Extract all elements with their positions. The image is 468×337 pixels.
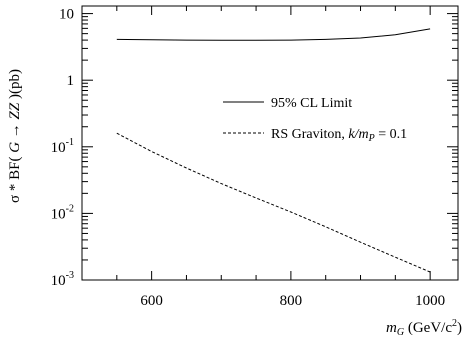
y-tick-label: 10-1 bbox=[51, 137, 74, 156]
y-tick-label: 10-3 bbox=[51, 270, 74, 289]
y-tick-labels: 10 1 10-1 10-2 10-3 bbox=[51, 7, 74, 289]
series-line-0 bbox=[116, 28, 431, 41]
legend: 95% CL Limit RS Graviton, k/mP = 0.1 bbox=[223, 96, 407, 144]
series-line-1 bbox=[116, 132, 431, 273]
y-tick-label: 10 bbox=[59, 7, 74, 23]
series-group bbox=[116, 28, 431, 273]
y-axis-label: σ * BF( G → ZZ )(pb) bbox=[7, 69, 23, 203]
x-axis-label: mG (GeV/c2) bbox=[386, 318, 462, 337]
legend-label-graviton: RS Graviton, k/mP = 0.1 bbox=[271, 127, 407, 144]
x-tick-labels: 600 800 1000 bbox=[140, 293, 445, 309]
x-tick-label: 1000 bbox=[415, 293, 445, 309]
legend-label-limit: 95% CL Limit bbox=[271, 96, 352, 111]
x-tick-label: 600 bbox=[140, 293, 163, 309]
y-tick-label: 10-2 bbox=[51, 203, 74, 222]
axis-ticks bbox=[82, 6, 458, 281]
x-tick-label: 800 bbox=[280, 293, 303, 309]
plot-frame bbox=[81, 5, 459, 281]
y-tick-label: 1 bbox=[67, 73, 75, 89]
